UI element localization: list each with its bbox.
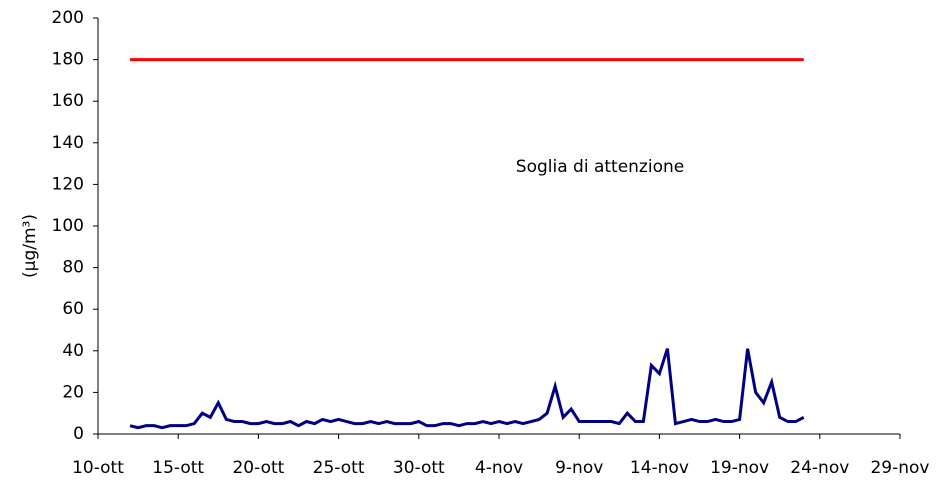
y-tick-label: 160	[52, 91, 84, 111]
y-tick-label: 120	[52, 174, 84, 194]
x-tick-label: 9-nov	[555, 458, 603, 478]
y-tick-label: 200	[52, 8, 84, 28]
x-tick-label: 15-ott	[152, 458, 204, 478]
x-tick-label: 24-nov	[790, 458, 849, 478]
y-tick-label: 20	[62, 382, 84, 402]
y-tick-label: 100	[52, 216, 84, 236]
x-tick-label: 20-ott	[232, 458, 284, 478]
y-tick-label: 80	[62, 258, 84, 278]
y-tick-label: 140	[52, 133, 84, 153]
x-tick-label: 19-nov	[710, 458, 769, 478]
x-tick-label: 10-ott	[72, 458, 124, 478]
x-tick-label: 4-nov	[475, 458, 523, 478]
y-tick-label: 0	[73, 424, 84, 444]
x-tick-label: 25-ott	[313, 458, 365, 478]
data-line	[129, 348, 805, 430]
y-tick-label: 180	[52, 50, 84, 70]
y-tick-label: 40	[62, 341, 84, 361]
y-tick-label: 60	[62, 299, 84, 319]
y-axis-label: (µg/m³)	[20, 214, 40, 278]
x-tick-label: 29-nov	[870, 458, 929, 478]
x-tick-label: 14-nov	[630, 458, 689, 478]
series-label: Soglia di attenzione	[516, 157, 684, 177]
x-tick-label: 30-ott	[393, 458, 445, 478]
